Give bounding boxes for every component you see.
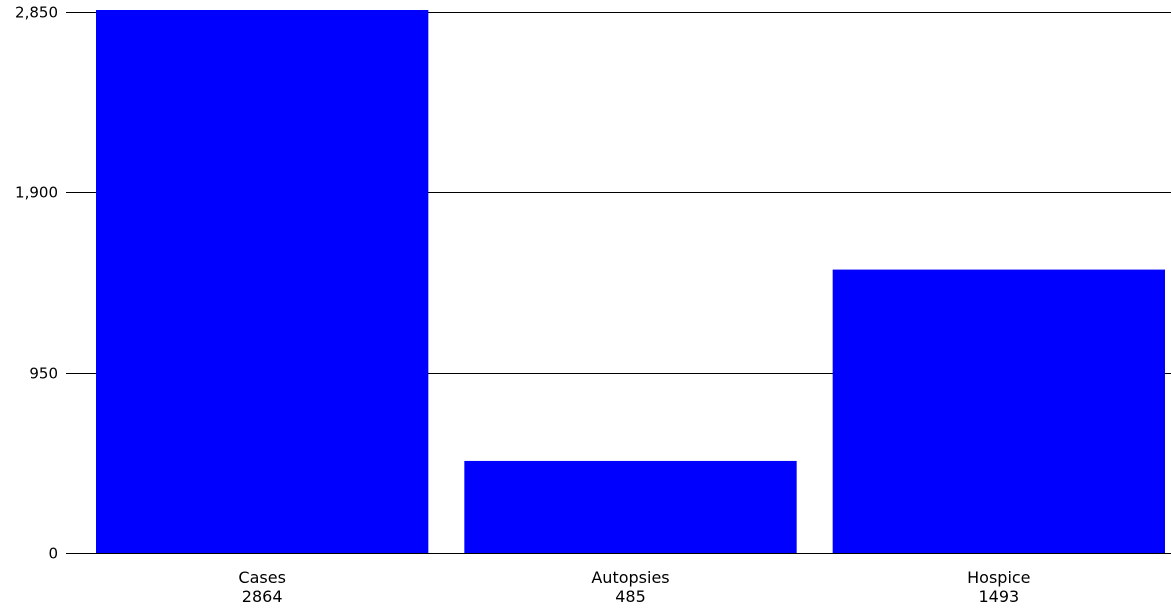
value-label: 2864 — [242, 587, 283, 606]
bar-cases — [96, 10, 429, 553]
y-tick-label: 950 — [29, 365, 58, 383]
y-axis-ticks: 0 950 1,900 2,850 — [15, 4, 58, 563]
category-label: Cases — [238, 568, 286, 587]
value-label: 1493 — [978, 587, 1019, 606]
y-tick-label: 0 — [48, 545, 58, 563]
y-tick-label: 2,850 — [15, 4, 58, 22]
value-label: 485 — [615, 587, 646, 606]
bar-autopsies — [464, 460, 797, 553]
category-label: Hospice — [967, 568, 1030, 587]
bar-hospice — [832, 269, 1165, 553]
category-label: Autopsies — [591, 568, 669, 587]
y-tick-label: 1,900 — [15, 184, 58, 202]
bars — [66, 10, 1171, 554]
